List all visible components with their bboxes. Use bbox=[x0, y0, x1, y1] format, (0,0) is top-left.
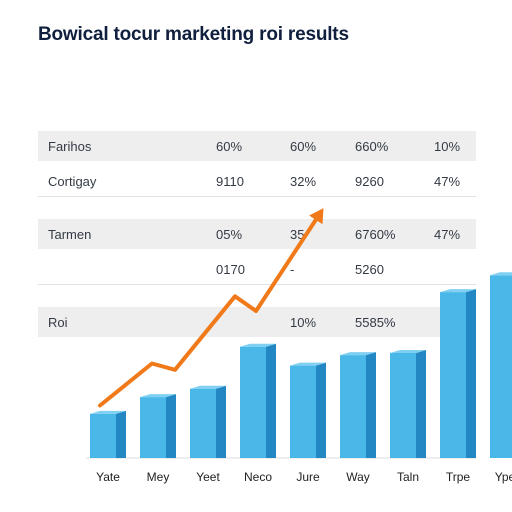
bar-top bbox=[440, 289, 476, 293]
bar-top bbox=[490, 272, 512, 276]
table-cell: 9260 bbox=[355, 174, 384, 189]
table-cell: 5585% bbox=[355, 315, 396, 330]
x-tick-label: Yeet bbox=[196, 470, 220, 484]
bar-side bbox=[466, 289, 476, 458]
table-cell: 47% bbox=[434, 227, 461, 242]
bar-top bbox=[240, 343, 276, 347]
x-tick-label: Trpe bbox=[446, 470, 471, 484]
table-cell: 6760% bbox=[355, 227, 396, 242]
bar-side bbox=[216, 385, 226, 458]
table-row: Cortigay 9110 32% 9260 47% bbox=[38, 166, 476, 197]
bar-front bbox=[390, 353, 416, 458]
table-cell: Roi bbox=[48, 315, 68, 330]
x-tick-label: Neco bbox=[244, 470, 272, 484]
table-cell: Farihos bbox=[48, 139, 92, 154]
bar-top bbox=[140, 394, 176, 398]
table-row: Tarmen 05% 35 6760% 47% bbox=[38, 219, 476, 249]
bar bbox=[140, 394, 176, 458]
bar-front bbox=[140, 397, 166, 458]
bar-front bbox=[440, 292, 466, 458]
x-tick-label: Yate bbox=[96, 470, 120, 484]
x-tick-label: Mey bbox=[147, 470, 170, 484]
x-tick-label: Way bbox=[346, 470, 370, 484]
bar-side bbox=[116, 410, 126, 458]
table-cell: 47% bbox=[434, 174, 461, 189]
table-cell: 60% bbox=[216, 139, 243, 154]
x-tick-label: Jure bbox=[296, 470, 320, 484]
bar-top bbox=[390, 350, 426, 353]
bar bbox=[440, 289, 476, 458]
bar-side bbox=[366, 352, 376, 458]
bar-front bbox=[90, 413, 116, 458]
bar-top bbox=[90, 410, 126, 414]
trend-arrowhead bbox=[309, 208, 324, 225]
bar-side bbox=[316, 362, 326, 458]
bar-front bbox=[340, 355, 366, 458]
x-tick-label: Ypes bbox=[495, 470, 512, 484]
table-cell: 0170 bbox=[216, 262, 245, 277]
bar bbox=[190, 385, 226, 458]
table-cell: 9110 bbox=[216, 174, 244, 189]
bar bbox=[90, 410, 126, 458]
bar-top bbox=[340, 352, 376, 356]
bar bbox=[340, 352, 376, 458]
bar-side bbox=[266, 343, 276, 458]
table-cell: 32% bbox=[290, 174, 317, 189]
table-cell: 10% bbox=[434, 139, 461, 154]
table-cell: 35 bbox=[290, 227, 305, 242]
table-row: 0170 - 5260 bbox=[38, 254, 476, 285]
table-cell: 5260 bbox=[355, 262, 384, 277]
table-cell: Tarmen bbox=[48, 227, 92, 242]
table-cell: 05% bbox=[216, 227, 243, 242]
bar-side bbox=[166, 394, 176, 458]
bar bbox=[240, 343, 276, 458]
bar-front bbox=[290, 365, 316, 458]
table-cell: 10% bbox=[290, 315, 317, 330]
chart-title: Bowical tocur marketing roi results bbox=[38, 24, 349, 45]
bar bbox=[390, 350, 426, 458]
bar-front bbox=[490, 275, 512, 458]
table-row: Farihos 60% 60% 660% 10% bbox=[38, 131, 476, 161]
bar-front bbox=[240, 346, 266, 458]
bar-front bbox=[190, 388, 216, 458]
table-cell: Cortigay bbox=[48, 174, 97, 189]
x-tick-label: Taln bbox=[397, 470, 419, 484]
bar bbox=[290, 362, 326, 458]
table-cell: - bbox=[290, 262, 295, 277]
table-cell: 660% bbox=[355, 139, 389, 154]
bar bbox=[490, 272, 512, 458]
bar-side bbox=[416, 350, 426, 458]
bar-top bbox=[290, 362, 326, 366]
trend-line bbox=[98, 214, 320, 408]
bar-top bbox=[190, 385, 226, 389]
table-cell: 60% bbox=[290, 139, 317, 154]
